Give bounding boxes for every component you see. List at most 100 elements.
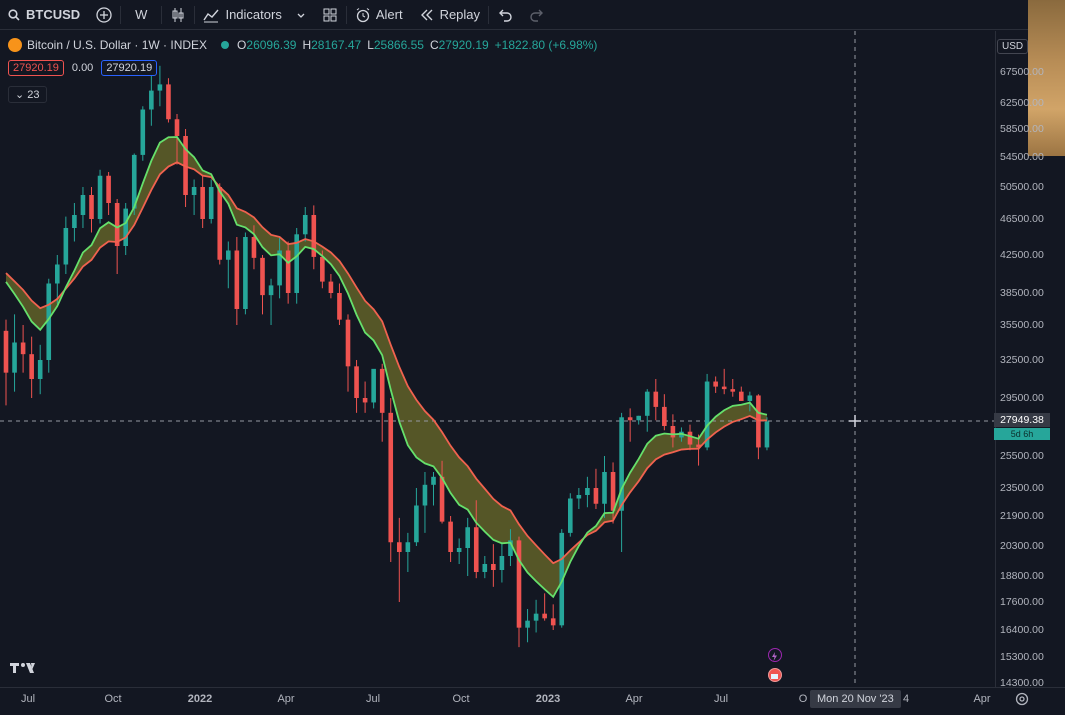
low-value: 25866.55 <box>373 38 424 52</box>
tradingview-logo[interactable] <box>10 660 38 679</box>
candle <box>439 460 445 524</box>
candle-body <box>97 175 103 219</box>
candle <box>20 325 26 373</box>
toolbar-divider <box>120 5 122 24</box>
candle-body <box>243 237 248 309</box>
time-axis[interactable] <box>0 687 1065 715</box>
candle-body <box>644 391 650 416</box>
redo-button[interactable] <box>521 0 553 30</box>
candle-body <box>747 395 753 401</box>
candle-body <box>568 498 573 533</box>
candle-body <box>473 527 479 572</box>
candle-body <box>311 215 317 257</box>
currency-button[interactable]: USD <box>997 39 1029 54</box>
price-tick-label: 58500.00 <box>1000 123 1044 135</box>
candle <box>456 538 462 564</box>
candle <box>687 424 693 451</box>
chart-type-button[interactable] <box>162 0 194 30</box>
candle <box>217 183 223 265</box>
candle-body <box>636 415 641 421</box>
candle <box>371 368 376 409</box>
compare-symbol-button[interactable] <box>88 0 120 30</box>
candle-body <box>525 620 530 628</box>
indicators-button[interactable]: Indicators <box>195 0 313 30</box>
candle <box>422 472 428 533</box>
candle <box>12 314 17 392</box>
price-tick-label: 32500.00 <box>1000 354 1044 366</box>
interval-button[interactable]: W <box>121 0 161 30</box>
candle <box>183 129 188 207</box>
candle-body <box>294 234 299 293</box>
candle <box>277 237 282 299</box>
candle-body <box>354 366 359 398</box>
candle-body <box>157 84 163 91</box>
candle <box>473 500 479 579</box>
candle-body <box>593 488 599 504</box>
indicators-collapse-button[interactable]: ⌄ 23 <box>8 86 47 103</box>
candle-body <box>721 386 727 390</box>
candles-icon <box>172 7 184 22</box>
candle-body <box>559 532 565 626</box>
candle-body <box>72 215 77 228</box>
buy-button[interactable]: 27920.19 <box>101 60 158 76</box>
candle <box>97 169 103 224</box>
bar-countdown-tag: 5d 6h <box>994 428 1050 440</box>
candle-body <box>149 90 154 110</box>
legend-title: Bitcoin / U.S. Dollar · 1W · INDEX <box>27 38 208 52</box>
price-tick-label: 29500.00 <box>1000 392 1044 404</box>
candle <box>568 493 573 537</box>
economic-event-icon[interactable] <box>768 668 782 682</box>
candle <box>174 114 180 165</box>
candle-body <box>414 505 419 543</box>
time-tick-label: 2023 <box>535 693 561 705</box>
candle-body <box>610 472 616 511</box>
candle <box>550 604 556 630</box>
candle <box>140 106 146 161</box>
price-tick-label: 46500.00 <box>1000 213 1044 225</box>
price-tick-label: 17600.00 <box>1000 596 1044 608</box>
candle-body <box>20 342 26 355</box>
top-toolbar: BTCUSD W Indicators Alert Replay <box>0 0 1065 30</box>
candle-body <box>131 154 137 209</box>
candle-body <box>3 330 9 373</box>
undo-button[interactable] <box>489 0 521 30</box>
candle-body <box>123 208 128 246</box>
layouts-button[interactable] <box>314 0 346 30</box>
candle-body <box>328 281 334 293</box>
candle-body <box>208 187 214 219</box>
dividends-event-icon[interactable] <box>768 648 782 662</box>
chart-settings-button[interactable] <box>1015 692 1029 711</box>
candle-body <box>465 527 470 548</box>
price-tick-label: 18800.00 <box>1000 570 1044 582</box>
candle <box>200 175 205 228</box>
candlestick-chart[interactable] <box>0 31 995 687</box>
candle-body <box>166 84 171 120</box>
price-scale[interactable] <box>995 31 1065 687</box>
candle <box>157 65 163 107</box>
candle-body <box>174 119 180 136</box>
candle-body <box>499 556 505 570</box>
change-value: +1822.80 (+6.98%) <box>494 38 598 52</box>
candle-body <box>63 228 69 265</box>
plus-circle-icon <box>96 6 112 23</box>
rewind-icon <box>420 9 433 20</box>
candle-body <box>508 540 513 556</box>
candle-body <box>627 417 633 421</box>
symbol-search[interactable]: BTCUSD <box>0 0 88 30</box>
candle <box>379 363 385 442</box>
chart-pane[interactable] <box>0 31 995 687</box>
candle-body <box>653 391 659 407</box>
candle <box>593 468 599 509</box>
bitcoin-icon <box>8 38 22 52</box>
sell-button[interactable]: 27920.19 <box>8 60 64 76</box>
alert-button[interactable]: Alert <box>347 0 411 30</box>
open-label: O <box>237 38 247 52</box>
candle <box>72 203 77 242</box>
price-tick-label: 42500.00 <box>1000 249 1044 261</box>
candle <box>636 415 641 425</box>
candle-body <box>345 319 351 367</box>
webcam-overlay <box>1028 0 1065 156</box>
candle-body <box>422 484 428 506</box>
indicators-count: 23 <box>27 89 40 101</box>
replay-button[interactable]: Replay <box>411 0 488 30</box>
